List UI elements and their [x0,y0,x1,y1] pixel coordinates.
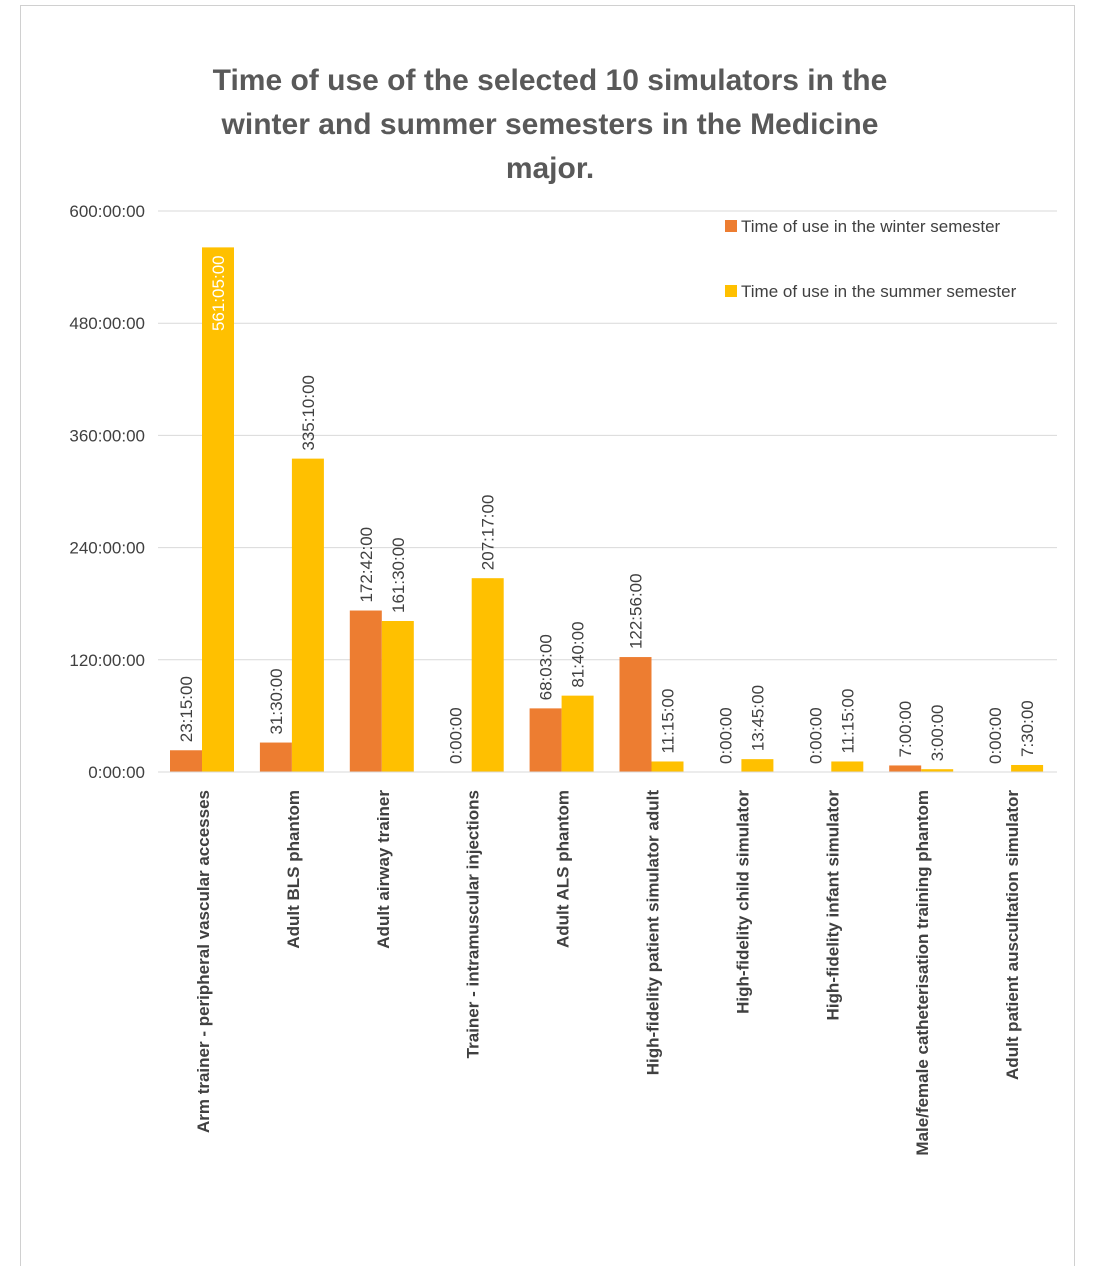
value-label: 11:15:00 [838,689,857,754]
bar [202,247,234,773]
y-tick-label: 480:00:00 [69,314,145,333]
bar [381,620,414,772]
bar [529,708,562,772]
chart-frame [20,5,1075,1266]
y-tick-label: 240:00:00 [69,539,145,558]
value-label: 3:00:00 [928,704,947,761]
x-tick-label: Adult patient auscultation simulator [1003,790,1022,1080]
value-label: 207:17:00 [479,495,498,571]
value-label: 0:00:00 [806,707,825,764]
x-tick-label: High-fidelity child simulator [733,790,752,1014]
value-label: 68:03:00 [537,634,556,700]
x-tick-label: Adult ALS phantom [554,790,573,948]
bar [170,750,202,772]
bar [921,769,954,772]
value-label: 0:00:00 [716,707,735,764]
value-label: 122:56:00 [627,573,646,649]
x-tick-label: Arm trainer - peripheral vascular access… [194,790,213,1133]
bar [889,765,922,772]
value-label: 13:45:00 [748,685,767,751]
legend-label: Time of use in the winter semester [741,217,1001,236]
x-tick-label: Trainer - intramuscular injections [464,790,483,1058]
value-label: 172:42:00 [357,527,376,603]
legend-swatch [725,285,737,297]
bar [1011,764,1044,772]
value-label: 161:30:00 [389,537,408,613]
value-label: 0:00:00 [447,707,466,764]
y-tick-label: 600:00:00 [69,202,145,221]
bar [259,742,292,772]
bar [741,759,774,772]
value-label: 7:00:00 [896,701,915,758]
value-label: 81:40:00 [569,621,588,687]
value-label: 23:15:00 [177,676,196,742]
legend-swatch [725,220,737,232]
value-label: 0:00:00 [986,707,1005,764]
x-tick-label: Adult airway trainer [374,790,393,949]
chart-title: Time of use of the selected 10 simulator… [213,64,888,185]
x-tick-label: High-fidelity infant simulator [823,790,842,1021]
value-label: 561:05:00 [209,255,228,331]
bar [619,657,652,772]
x-tick-label: Adult BLS phantom [284,790,303,949]
bar [651,761,684,772]
x-tick-label: Male/female catheterisation training pha… [913,790,932,1156]
y-tick-label: 120:00:00 [69,651,145,670]
value-label: 31:30:00 [267,668,286,734]
value-label: 11:15:00 [659,689,678,754]
value-label: 7:30:00 [1018,700,1037,757]
bar [291,458,324,772]
y-tick-label: 360:00:00 [69,426,145,445]
bar [831,761,864,772]
y-tick-label: 0:00:00 [88,763,145,782]
bar [471,578,504,772]
legend-label: Time of use in the summer semester [741,282,1017,301]
x-tick-label: High-fidelity patient simulator adult [643,790,662,1076]
bar [561,695,594,772]
bar [349,610,382,772]
value-label: 335:10:00 [299,375,318,451]
